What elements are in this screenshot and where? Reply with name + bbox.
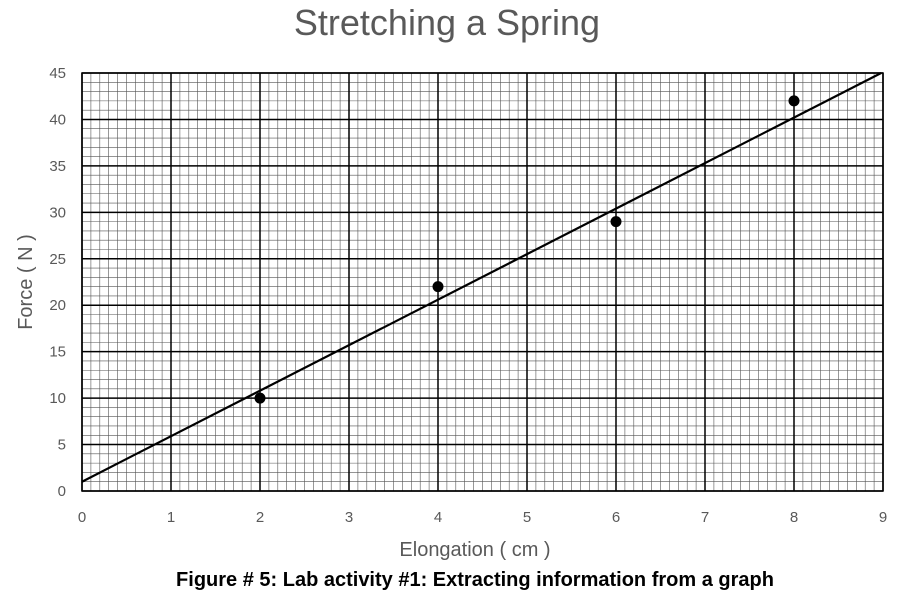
y-tick-label: 20 bbox=[49, 297, 66, 314]
x-tick-label: 7 bbox=[701, 509, 709, 526]
data-point bbox=[788, 95, 800, 107]
trendline-layer bbox=[81, 72, 882, 483]
y-tick-label: 15 bbox=[49, 344, 66, 361]
y-tick-label: 35 bbox=[49, 158, 66, 175]
x-tick-label: 2 bbox=[256, 509, 264, 526]
y-tick-label: 5 bbox=[58, 437, 66, 454]
data-point bbox=[432, 281, 444, 293]
x-tick-label: 3 bbox=[345, 509, 353, 526]
y-tick-label: 10 bbox=[49, 390, 66, 407]
y-tick-label: 40 bbox=[49, 111, 66, 128]
major-gridlines bbox=[81, 72, 884, 492]
plot-area-border bbox=[81, 72, 884, 492]
trendline bbox=[81, 72, 882, 483]
y-axis-ticks: 0 5 10 15 20 25 30 35 40 45 bbox=[49, 65, 66, 500]
y-axis-label: Force ( N ) bbox=[15, 234, 37, 330]
x-tick-label: 9 bbox=[879, 509, 887, 526]
y-tick-label: 45 bbox=[49, 65, 66, 82]
x-tick-label: 1 bbox=[167, 509, 175, 526]
minor-gridlines bbox=[82, 73, 883, 491]
x-tick-label: 8 bbox=[790, 509, 798, 526]
chart-title: Stretching a Spring bbox=[294, 2, 600, 43]
x-tick-label: 0 bbox=[78, 509, 86, 526]
x-tick-label: 6 bbox=[612, 509, 620, 526]
x-tick-label: 5 bbox=[523, 509, 531, 526]
figure-caption: Figure # 5: Lab activity #1: Extracting … bbox=[176, 569, 774, 591]
y-tick-label: 0 bbox=[58, 483, 66, 500]
y-tick-label: 30 bbox=[49, 204, 66, 221]
data-point bbox=[610, 216, 622, 228]
x-tick-label: 4 bbox=[434, 509, 442, 526]
x-axis-label: Elongation ( cm ) bbox=[399, 539, 550, 561]
data-point bbox=[254, 392, 266, 404]
data-points bbox=[254, 95, 800, 404]
x-axis-ticks: 0 1 2 3 4 5 6 7 8 9 bbox=[78, 509, 887, 526]
y-tick-label: 25 bbox=[49, 251, 66, 268]
